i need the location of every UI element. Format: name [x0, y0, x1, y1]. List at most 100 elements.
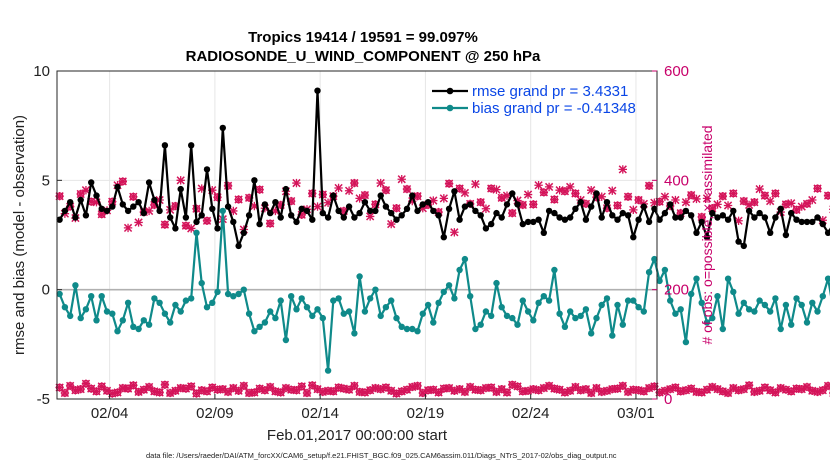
bias-point: [772, 295, 779, 302]
bias-point: [656, 277, 663, 285]
bias-point: [735, 310, 742, 317]
x-tick-label: 03/01: [617, 405, 655, 422]
rmse-point: [761, 214, 769, 221]
bias-point: [172, 301, 179, 309]
obs-assimilated-marker: [765, 196, 775, 206]
rmse-point: [372, 207, 379, 215]
obs-assimilated-marker: [234, 386, 243, 395]
rmse-point: [824, 229, 830, 236]
bias-point: [545, 297, 553, 304]
rmse-point: [572, 205, 579, 212]
obs-assimilated-marker: [234, 195, 243, 204]
x-axis-label: Feb.01,2017 00:00:00 start: [267, 427, 448, 444]
bias-point: [440, 288, 447, 296]
obs-assimilated-marker: [787, 199, 796, 208]
bias-point: [630, 297, 637, 304]
obs-assimilated-marker: [539, 188, 549, 197]
obs-assimilated-marker: [276, 388, 285, 397]
rmse-point: [240, 229, 247, 236]
obs-assimilated-marker: [129, 381, 138, 390]
rmse-point: [814, 214, 821, 221]
obs-assimilated-marker: [702, 194, 712, 203]
rmse-point: [619, 209, 626, 217]
rmse-point: [251, 177, 258, 184]
bias-point: [224, 290, 232, 298]
rmse-point: [514, 201, 521, 208]
obs-assimilated-marker: [687, 190, 696, 200]
bias-point: [782, 301, 790, 309]
rmse-point: [703, 234, 711, 241]
bias-point: [188, 295, 195, 302]
rmse-point: [219, 124, 226, 132]
rmse-point: [482, 225, 490, 232]
bias-point: [351, 330, 358, 337]
obs-assimilated-marker: [571, 189, 580, 198]
bias-point: [724, 275, 732, 282]
bias-point: [298, 295, 305, 302]
bias-point: [382, 304, 390, 311]
obs-assimilated-marker: [187, 224, 196, 233]
obs-assimilated-marker: [487, 383, 496, 392]
obs-assimilated-marker: [565, 182, 575, 192]
obs-assimilated-marker: [202, 216, 212, 225]
bias-point: [461, 255, 469, 263]
obs-assimilated-marker: [202, 387, 212, 396]
rmse-point: [745, 207, 753, 215]
bias-point: [540, 293, 547, 300]
rmse-point: [630, 234, 637, 241]
rmse-point: [598, 214, 605, 221]
legend-bias-marker: [446, 104, 454, 112]
rmse-point: [667, 201, 674, 208]
rmse-point: [324, 214, 332, 221]
obs-assimilated-marker: [434, 388, 443, 397]
rmse-point: [172, 225, 179, 232]
bias-point: [135, 325, 142, 333]
rmse-point: [182, 214, 190, 221]
bias-point: [393, 314, 400, 322]
obs-assimilated-marker: [476, 198, 485, 207]
legend: rmse grand pr = 3.4331 bias grand pr = -…: [432, 83, 636, 117]
obs-assimilated-marker: [771, 189, 780, 198]
obs-assimilated-marker: [634, 195, 643, 205]
obs-assimilated-marker: [292, 178, 301, 188]
bias-point: [645, 269, 653, 276]
legend-rmse-marker: [446, 87, 454, 95]
rmse-point: [793, 216, 800, 223]
bias-point: [503, 312, 511, 320]
rmse-point: [672, 214, 679, 221]
bias-point: [519, 297, 526, 304]
bias-point: [340, 310, 347, 317]
bias-point: [240, 286, 247, 293]
rmse-point: [714, 214, 721, 221]
bias-point: [167, 319, 174, 326]
obs-assimilated-marker: [823, 191, 830, 200]
bias-point: [588, 330, 595, 337]
bias-point: [488, 312, 495, 320]
obs-assimilated-marker: [213, 193, 222, 202]
obs-assimilated-marker: [739, 196, 749, 206]
obs-assimilated-marker: [360, 190, 370, 200]
bias-point: [730, 288, 737, 296]
rmse-point: [82, 212, 90, 219]
bias-point: [514, 321, 521, 328]
rmse-point: [114, 183, 121, 191]
bias-point: [477, 321, 484, 328]
obs-assimilated-marker: [618, 165, 627, 174]
plot-frame: [56, 70, 658, 400]
bias-point: [430, 319, 437, 326]
y-right-tick-label: 200: [664, 282, 689, 299]
bias-point: [698, 299, 705, 306]
rmse-point: [419, 201, 426, 208]
obs-assimilated-marker: [808, 195, 817, 205]
x-tick-label: 02/24: [512, 405, 550, 422]
bias-point: [682, 338, 690, 346]
rmse-point: [77, 196, 84, 204]
rmse-point: [735, 238, 742, 245]
rmse-point: [340, 214, 347, 221]
rmse-point: [345, 203, 353, 210]
obs-assimilated-marker: [560, 187, 570, 196]
bias-point: [230, 293, 237, 300]
obs-assimilated-marker: [818, 386, 827, 395]
obs-assimilated-marker: [771, 388, 780, 397]
bias-point: [424, 301, 432, 309]
